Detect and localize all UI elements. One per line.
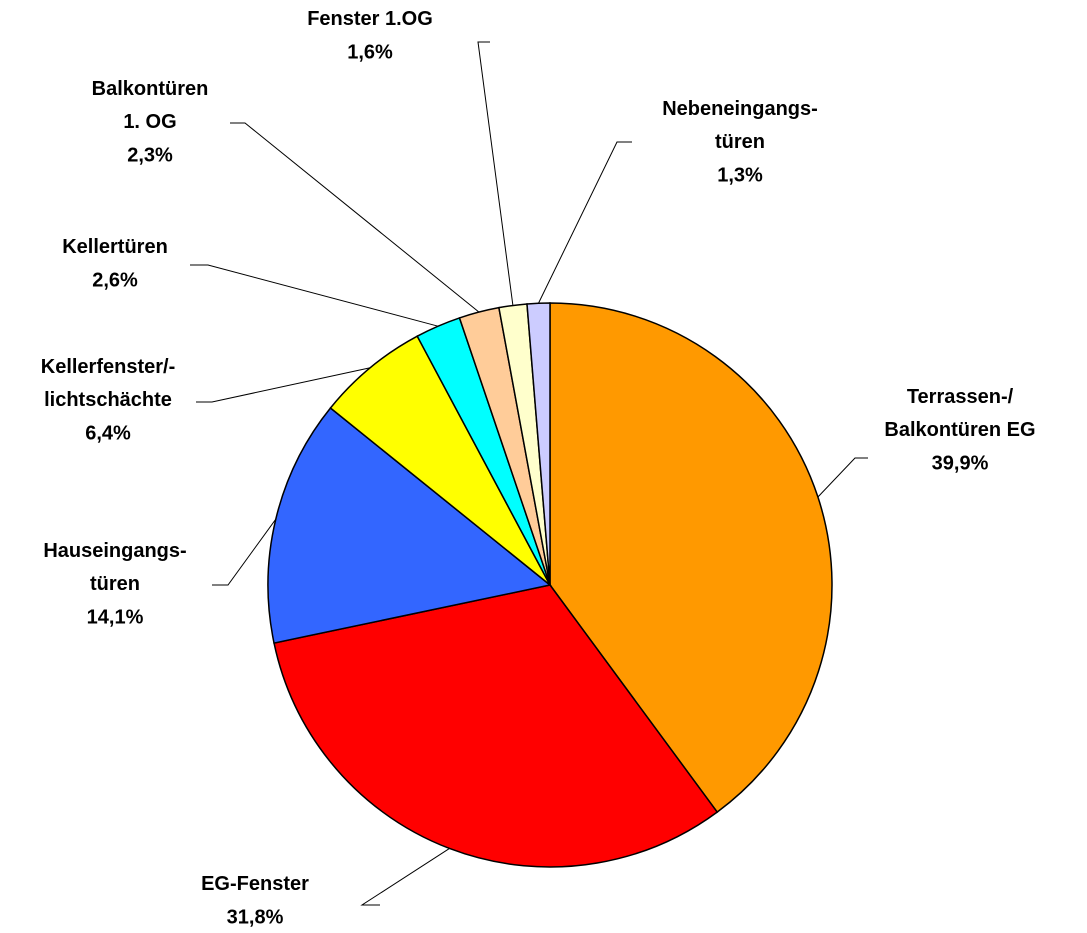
value-label: 14,1%	[87, 606, 144, 628]
slice-label: Balkontüren 1. OG	[92, 78, 209, 133]
slice-label: Nebeneingangs-türen	[662, 98, 818, 153]
value-label: 6,4%	[85, 422, 131, 444]
label-line: Nebeneingangs-	[662, 98, 818, 120]
value-label: 39,9%	[932, 452, 989, 474]
slice-label: Kellerfenster/- lichtschächte	[41, 356, 176, 411]
label-line: Fenster 1.OG	[307, 8, 433, 30]
slice-label: Terrassen-/ Balkontüren EG	[884, 386, 1035, 441]
value-label: 1,6%	[347, 41, 393, 63]
label-line: Balkontüren EG	[884, 419, 1035, 441]
value-label: 2,6%	[92, 269, 138, 291]
value-label: 1,3%	[717, 164, 763, 186]
value-label: 2,3%	[127, 144, 173, 166]
pie-slice	[267, 406, 552, 644]
pie-slice	[526, 302, 551, 586]
pie-slice	[549, 302, 833, 814]
slice-label: Kellertüren	[62, 236, 168, 258]
label-line: Kellerfenster/-	[41, 356, 176, 378]
leader-line	[212, 518, 277, 586]
pie-slice	[329, 335, 551, 586]
label-line: türen	[715, 131, 765, 153]
pie-slice	[273, 584, 719, 868]
label-line: Hauseingangs-	[43, 540, 186, 562]
leader-line	[538, 141, 632, 304]
leader-line	[360, 848, 450, 906]
label-line: Terrassen-/	[907, 386, 1014, 408]
slice-label: EG-Fenster	[201, 873, 309, 895]
label-line: Balkontüren	[92, 78, 209, 100]
label-line: lichtschächte	[44, 389, 172, 411]
label-line: türen	[90, 573, 140, 595]
leader-line	[477, 41, 514, 306]
slice-label: Hauseingangs-türen	[43, 540, 186, 595]
label-line: EG-Fenster	[201, 873, 309, 895]
slice-label: Fenster 1.OG	[307, 8, 433, 30]
label-line: Kellertüren	[62, 236, 168, 258]
leader-line	[196, 367, 371, 403]
label-line: 1. OG	[123, 111, 176, 133]
leader-line	[817, 457, 868, 498]
leader-line	[230, 122, 480, 313]
value-label: 31,8%	[227, 906, 284, 928]
leader-line	[190, 264, 439, 327]
